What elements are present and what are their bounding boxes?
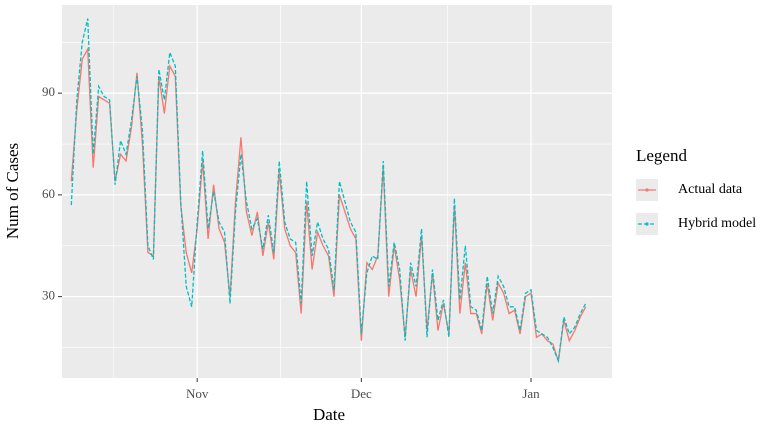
series-line xyxy=(70,18,587,364)
y-tick-label: 60 xyxy=(42,186,55,201)
legend-title: Legend xyxy=(636,146,687,165)
y-tick-label: 30 xyxy=(42,288,55,303)
legend-label: Actual data xyxy=(678,182,743,197)
legend-key-point xyxy=(645,222,649,226)
y-axis-title: Num of Cases xyxy=(3,143,22,239)
legend-key-point xyxy=(645,188,649,192)
x-tick-label: Nov xyxy=(186,386,209,401)
plot-background xyxy=(62,5,612,378)
legend-label: Hybrid model xyxy=(678,216,756,231)
y-tick-label: 90 xyxy=(42,84,55,99)
x-tick-label: Dec xyxy=(351,386,372,401)
x-axis-title: Date xyxy=(313,405,345,424)
x-tick-label: Jan xyxy=(522,386,540,401)
